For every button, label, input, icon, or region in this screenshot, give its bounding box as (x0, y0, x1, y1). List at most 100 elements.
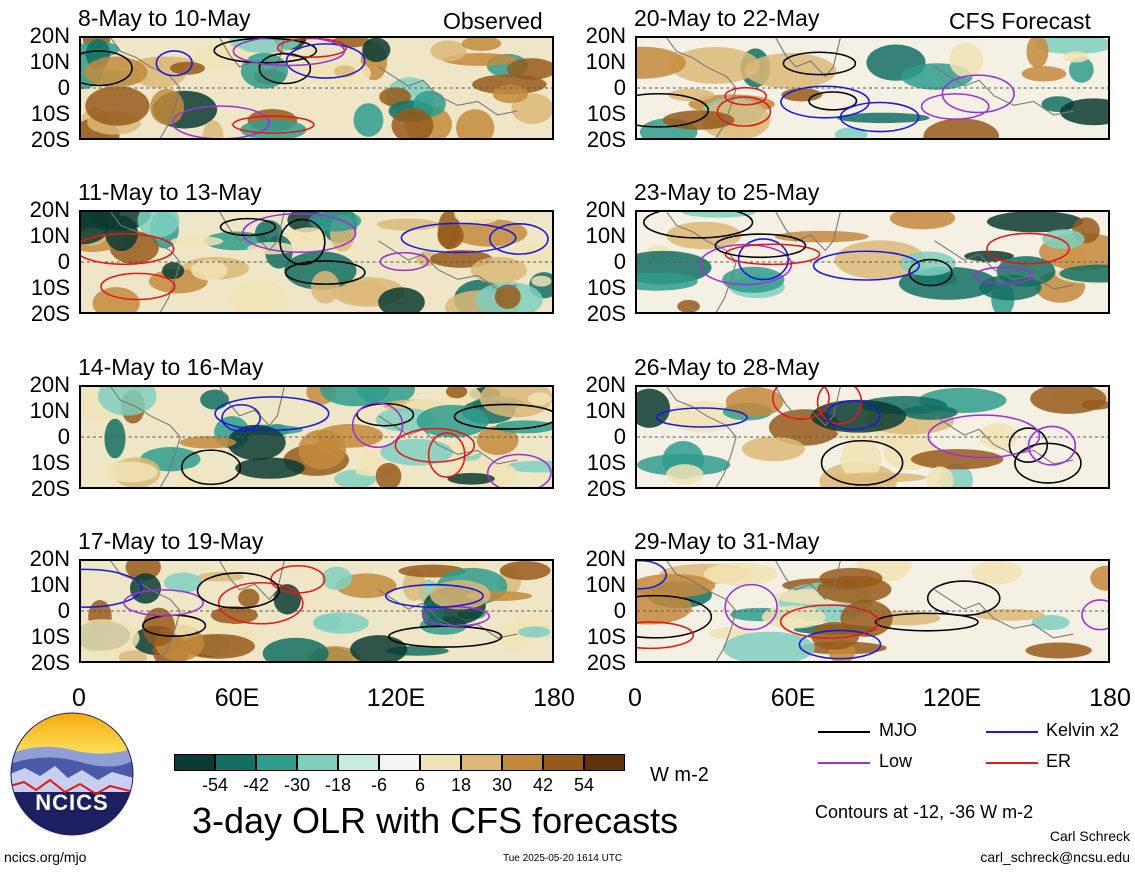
wave-contour (453, 403, 552, 430)
olr-map (637, 212, 1108, 312)
olr-anomaly-patch (974, 609, 1045, 621)
x-tick-label: 60E (214, 684, 260, 712)
olr-map (81, 387, 552, 487)
colorbar-tick-label: 30 (491, 775, 513, 795)
olr-anomaly-patch (978, 423, 1018, 450)
y-tick-label: 10S (30, 624, 70, 649)
olr-anomaly-patch (162, 262, 185, 280)
olr-anomaly-patch (461, 38, 502, 51)
olr-anomaly-patch (81, 619, 140, 657)
olr-anomaly-patch (761, 605, 826, 629)
wave-contour (941, 74, 1015, 114)
y-tick-label: 20N (29, 197, 70, 222)
olr-anomaly-patch (316, 435, 339, 454)
olr-anomaly-patch (447, 472, 495, 485)
legend-label-low: Low (879, 751, 913, 771)
wave-contour (643, 212, 754, 239)
wave-contour (825, 400, 881, 431)
y-tick-label: 10S (586, 101, 626, 126)
wave-contour (637, 93, 710, 128)
olr-anomaly-patch (472, 74, 547, 95)
colorbar-tick-label: -54 (201, 775, 229, 795)
olr-anomaly-patch (531, 275, 552, 287)
olr-anomaly-patch (830, 472, 928, 483)
colorbar-tick-label: 54 (573, 775, 595, 795)
y-tick-label: 10S (586, 624, 626, 649)
olr-anomaly-patch (670, 47, 761, 84)
contour-note: Contours at -12, -36 W m-2 (815, 802, 1034, 822)
olr-map-panel (79, 210, 554, 314)
y-tick-label: 20N (29, 372, 70, 397)
olr-anomaly-patch (85, 85, 150, 126)
wave-contour (155, 50, 193, 77)
colorbar-unit: W m-2 (650, 764, 709, 786)
olr-anomaly-patch (637, 589, 692, 625)
olr-anomaly-patch (665, 464, 704, 485)
legend-line-mjo (818, 731, 870, 733)
wave-contour (808, 91, 858, 111)
colorbar-tick-label: 42 (532, 775, 554, 795)
colorbar-swatch (584, 754, 625, 771)
y-tick-label: 0 (613, 598, 626, 623)
olr-map-panel (635, 559, 1110, 663)
wave-contour (379, 252, 429, 272)
olr-anomaly-patch (97, 387, 157, 416)
olr-map-panel (635, 36, 1110, 140)
olr-anomaly-patch (359, 452, 382, 469)
olr-anomaly-patch (142, 607, 175, 647)
y-tick-label: 20N (29, 23, 70, 48)
x-tick-label: 0 (628, 684, 642, 712)
wave-contour (171, 105, 270, 138)
legend-label-kelvin: Kelvin x2 (1046, 720, 1120, 740)
colorbar-swatch (256, 754, 297, 771)
wave-contour (798, 629, 882, 660)
olr-anomaly-patch (321, 566, 352, 591)
olr-anomaly-patch (506, 58, 552, 80)
wave-contour (724, 243, 821, 266)
wave-contour (400, 222, 517, 254)
main-title: 3-day OLR with CFS forecasts (192, 800, 679, 841)
wave-contour (196, 572, 280, 609)
wave-contour (351, 402, 404, 449)
olr-anomaly-patch (235, 457, 305, 479)
wave-contour (486, 453, 552, 487)
y-tick-label: 0 (57, 75, 70, 100)
author-email[interactable]: carl_schreck@ncsu.edu (980, 849, 1130, 865)
y-tick-label: 10N (585, 49, 626, 74)
colorbar-swatch (379, 754, 420, 771)
coastline (110, 38, 518, 138)
legend-label-mjo: MJO (879, 720, 917, 740)
y-tick-label: 10N (585, 572, 626, 597)
wave-contour (839, 101, 920, 133)
wave-contour (285, 43, 366, 79)
olr-anomaly-patch (148, 269, 208, 294)
legend-line-kelvin (986, 731, 1038, 733)
olr-anomaly-patch (1059, 98, 1108, 126)
wave-contour (279, 218, 326, 266)
colorbar-swatch (174, 754, 215, 771)
y-tick-label: 20N (585, 372, 626, 397)
olr-anomaly-patch (986, 212, 1083, 233)
x-tick-label: 180 (533, 684, 575, 712)
x-tick-label: 0 (72, 684, 86, 712)
olr-anomaly-patch (492, 84, 529, 104)
website-link[interactable]: ncics.org/mjo (4, 849, 87, 865)
wave-contour (974, 266, 1033, 285)
olr-anomaly-patch (527, 392, 552, 406)
colorbar-tick-label: -6 (370, 775, 388, 795)
wave-contour (716, 96, 772, 127)
y-tick-label: 20S (586, 127, 626, 152)
panel-title: 14-May to 16-May (78, 354, 264, 380)
olr-map (81, 38, 552, 138)
olr-anomaly-patch (163, 572, 203, 593)
olr-anomaly-patch (725, 387, 784, 417)
panel-title: 11-May to 13-May (78, 179, 262, 205)
y-tick-label: 10N (29, 49, 70, 74)
olr-map-panel (79, 385, 554, 489)
y-tick-label: 20S (30, 301, 70, 326)
y-tick-label: 0 (613, 249, 626, 274)
timestamp: Tue 2025-05-20 1614 UTC (503, 853, 623, 864)
olr-anomaly-patch (313, 614, 343, 630)
olr-anomaly-patch (810, 399, 907, 433)
wave-contour (724, 583, 778, 631)
